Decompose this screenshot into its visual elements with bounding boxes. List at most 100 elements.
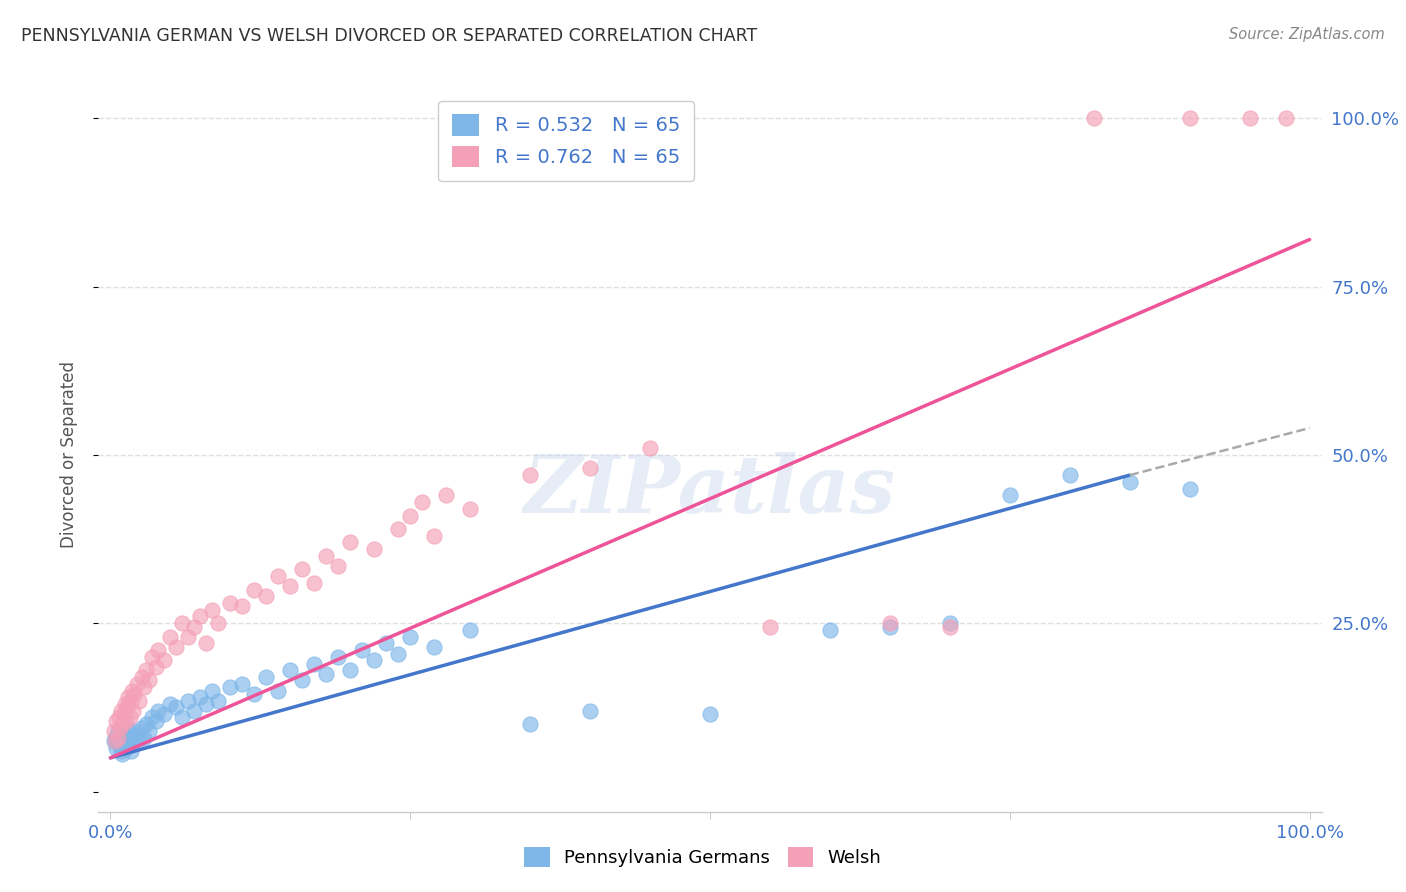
Point bbox=[115, 740, 138, 755]
Point bbox=[105, 740, 128, 755]
Point bbox=[121, 683, 143, 698]
Point bbox=[304, 575, 326, 590]
Point bbox=[1274, 112, 1296, 126]
Text: PENNSYLVANIA GERMAN VS WELSH DIVORCED OR SEPARATED CORRELATION CHART: PENNSYLVANIA GERMAN VS WELSH DIVORCED OR… bbox=[21, 27, 758, 45]
Point bbox=[231, 677, 253, 691]
Point bbox=[105, 714, 128, 728]
Point bbox=[939, 616, 962, 631]
Point bbox=[399, 630, 422, 644]
Point bbox=[115, 700, 138, 714]
Point bbox=[638, 441, 661, 455]
Point bbox=[132, 731, 155, 745]
Point bbox=[998, 488, 1021, 502]
Point bbox=[254, 670, 277, 684]
Legend: R = 0.532   N = 65, R = 0.762   N = 65: R = 0.532 N = 65, R = 0.762 N = 65 bbox=[439, 101, 693, 181]
Point bbox=[145, 660, 167, 674]
Point bbox=[138, 723, 160, 738]
Point bbox=[579, 461, 602, 475]
Point bbox=[153, 707, 176, 722]
Point bbox=[131, 721, 153, 735]
Point bbox=[115, 714, 138, 728]
Point bbox=[1178, 112, 1201, 126]
Point bbox=[243, 582, 266, 597]
Point bbox=[108, 710, 131, 724]
Point bbox=[939, 619, 962, 633]
Point bbox=[423, 529, 446, 543]
Point bbox=[219, 680, 242, 694]
Point bbox=[458, 623, 481, 637]
Point bbox=[103, 734, 125, 748]
Text: Source: ZipAtlas.com: Source: ZipAtlas.com bbox=[1229, 27, 1385, 42]
Point bbox=[122, 727, 145, 741]
Point bbox=[118, 731, 141, 745]
Point bbox=[115, 721, 138, 735]
Point bbox=[159, 630, 181, 644]
Point bbox=[231, 599, 253, 614]
Point bbox=[278, 579, 301, 593]
Point bbox=[291, 562, 314, 576]
Point bbox=[879, 619, 901, 633]
Point bbox=[111, 717, 134, 731]
Point bbox=[267, 569, 290, 583]
Point bbox=[254, 589, 277, 603]
Point bbox=[399, 508, 422, 523]
Point bbox=[128, 731, 150, 745]
Point bbox=[125, 677, 148, 691]
Point bbox=[108, 738, 131, 752]
Point bbox=[122, 704, 145, 718]
Point bbox=[363, 653, 385, 667]
Point bbox=[148, 704, 170, 718]
Point bbox=[278, 664, 301, 678]
Point bbox=[172, 616, 194, 631]
Point bbox=[117, 734, 139, 748]
Point bbox=[135, 664, 157, 678]
Point bbox=[165, 700, 187, 714]
Point bbox=[1119, 475, 1142, 489]
Point bbox=[699, 707, 721, 722]
Point bbox=[153, 653, 176, 667]
Point bbox=[177, 693, 200, 707]
Point bbox=[195, 636, 218, 650]
Point bbox=[104, 734, 127, 748]
Point bbox=[177, 630, 200, 644]
Point bbox=[195, 697, 218, 711]
Point bbox=[110, 704, 132, 718]
Point bbox=[138, 673, 160, 688]
Point bbox=[188, 690, 212, 705]
Point bbox=[363, 542, 385, 557]
Point bbox=[107, 731, 129, 745]
Point bbox=[108, 727, 131, 741]
Point bbox=[124, 723, 146, 738]
Point bbox=[121, 738, 143, 752]
Point bbox=[141, 649, 163, 664]
Point bbox=[328, 649, 350, 664]
Point bbox=[304, 657, 326, 671]
Point bbox=[243, 687, 266, 701]
Point bbox=[112, 738, 135, 752]
Point bbox=[1083, 112, 1105, 126]
Point bbox=[207, 693, 229, 707]
Point bbox=[207, 616, 229, 631]
Point bbox=[759, 619, 782, 633]
Point bbox=[124, 687, 146, 701]
Point bbox=[387, 522, 409, 536]
Point bbox=[111, 747, 134, 762]
Point bbox=[141, 710, 163, 724]
Point bbox=[328, 559, 350, 574]
Point bbox=[519, 468, 541, 483]
Point bbox=[132, 680, 155, 694]
Point bbox=[108, 721, 131, 735]
Point bbox=[118, 710, 141, 724]
Point bbox=[104, 731, 127, 745]
Point bbox=[201, 603, 224, 617]
Point bbox=[352, 643, 374, 657]
Point bbox=[188, 609, 212, 624]
Point bbox=[114, 731, 136, 745]
Point bbox=[125, 734, 148, 748]
Point bbox=[159, 697, 181, 711]
Point bbox=[1059, 468, 1081, 483]
Point bbox=[107, 723, 129, 738]
Point bbox=[165, 640, 187, 654]
Point bbox=[458, 501, 481, 516]
Point bbox=[423, 640, 446, 654]
